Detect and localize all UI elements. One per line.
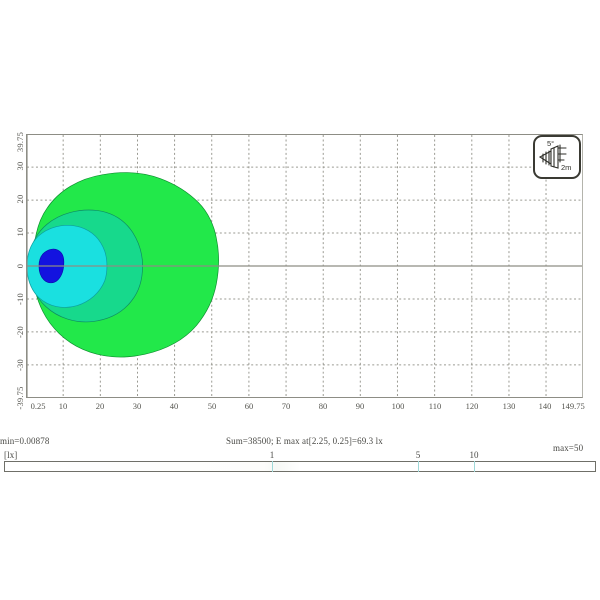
x-tick-label-30: 30: [132, 401, 142, 411]
x-tick-label-60: 60: [244, 401, 254, 411]
colorbar-label-10: 10: [469, 450, 479, 460]
x-tick-label-50: 50: [207, 401, 217, 411]
colorbar-tick-1: [272, 461, 273, 472]
plot-center-axes: [27, 135, 582, 397]
x-tick-label-140: 140: [538, 401, 552, 411]
x-tick-label-70: 70: [281, 401, 291, 411]
colorbar-label-1: 1: [269, 450, 275, 460]
x-tick-label-110: 110: [428, 401, 442, 411]
x-tick-label-40: 40: [169, 401, 179, 411]
y-tick-label-n10: -10: [15, 293, 25, 305]
x-tick-label-20: 20: [95, 401, 105, 411]
y-tick-label-39_75: 39.75: [15, 131, 25, 153]
legend-angle-label: 5°: [547, 139, 555, 148]
x-tick-label-120: 120: [465, 401, 479, 411]
x-tick-label-149_75: 149.75: [561, 401, 585, 411]
min-value-label: min=0.00878: [0, 436, 50, 446]
colorbar-gradient: [5, 462, 595, 471]
y-tick-label-n30: -30: [15, 359, 25, 371]
y-tick-label-n20: -20: [15, 326, 25, 338]
luminaire-legend-box: 5° 2m: [533, 135, 581, 179]
x-tick-label-80: 80: [318, 401, 328, 411]
x-tick-label-0_25: 0.25: [30, 401, 46, 411]
x-tick-label-130: 130: [502, 401, 516, 411]
y-tick-label-20: 20: [15, 194, 25, 204]
x-tick-label-100: 100: [391, 401, 405, 411]
isolux-plot-area: [26, 134, 583, 398]
isolux-contours: [27, 135, 582, 397]
colorbar[interactable]: [4, 461, 596, 472]
sum-and-emax-label: Sum=38500; E max at[2.25, 0.25]=69.3 lx: [226, 436, 383, 446]
max-value-label: max=50: [553, 443, 584, 453]
colorbar-tick-5: [418, 461, 419, 472]
legend-distance-label: 2m: [561, 163, 572, 172]
colorbar-tick-10: [474, 461, 475, 472]
y-tick-label-30: 30: [15, 161, 25, 171]
y-tick-label-10: 10: [15, 227, 25, 237]
colorbar-label-5: 5: [415, 450, 421, 460]
luminaire-icon: [538, 144, 567, 169]
unit-label: [lx]: [4, 450, 18, 460]
y-tick-label-n39_75: -39.75: [15, 386, 25, 410]
x-tick-label-90: 90: [355, 401, 365, 411]
y-tick-label-0: 0: [15, 263, 25, 269]
x-tick-label-10: 10: [58, 401, 68, 411]
